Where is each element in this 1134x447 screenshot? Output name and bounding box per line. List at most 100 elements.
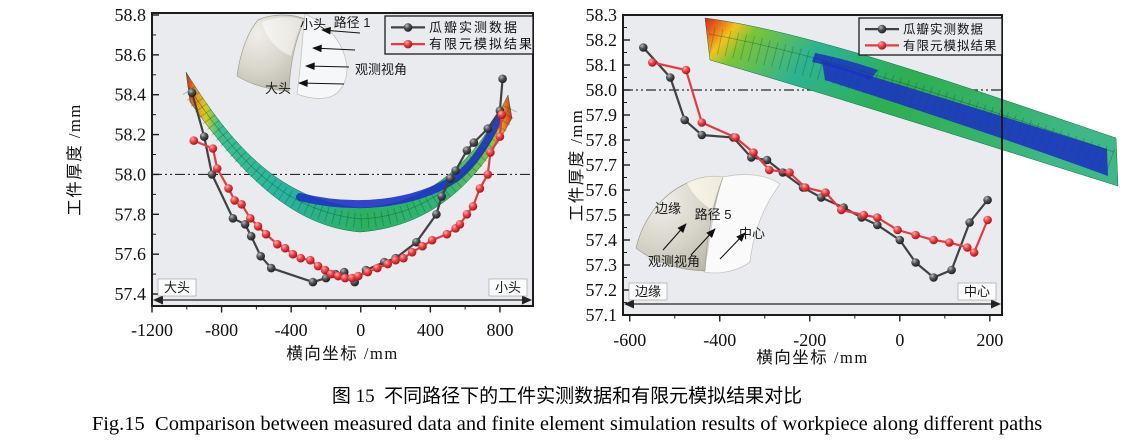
endpoint-label-left: 大头 [164,280,190,295]
endpoint-label-right: 小头 [495,280,521,295]
x-tick-label: 400 [417,320,444,340]
workpiece-inset: 小头 路径 1 大头 观测视角 [236,13,407,99]
data-point-marker [266,263,276,273]
contour-band-edge-line [187,85,511,220]
data-point-marker [412,237,421,247]
data-point-marker [261,229,271,239]
data-point-marker [432,210,441,219]
y-tick-label: 58.8 [115,5,147,25]
y-tick-label: 58.1 [586,55,618,75]
data-point-marker [765,165,774,175]
data-point-marker [983,195,992,205]
arrow-icon [321,26,361,35]
data-point-marker [965,218,974,227]
data-point-marker [911,258,920,267]
data-point-marker [246,231,256,241]
data-point-marker [256,251,266,261]
data-point-marker [253,222,263,231]
data-point-marker [475,184,485,193]
x-tick-label: -1200 [131,320,173,340]
data-point-marker [407,247,417,257]
x-tick-label: -200 [793,330,826,350]
y-tick-label: 57.1 [586,305,618,325]
data-point-marker [895,235,905,245]
plot-border [151,12,534,307]
data-point-marker [280,243,290,253]
data-point-marker [929,235,938,245]
inset-label-big-end: 大头 [265,81,291,96]
data-point-marker [495,132,505,141]
data-point-marker [462,210,472,219]
path-direction-arrows [662,223,746,260]
path5-comparison-chart: -600 -400 -200 0 200 57.1 57.2 57.3 57.4 57.5 57.6… [567,5,1119,367]
x-tick-label: 0 [356,320,365,340]
data-point-marker [340,273,350,283]
data-point-marker [947,265,956,275]
data-point-marker [446,174,455,183]
contour-band-blue-zone [296,115,502,209]
data-point-marker [468,202,478,211]
data-point-marker [762,155,772,165]
y-tick-label: 58.2 [586,30,618,50]
y-tick-label: 57.8 [586,130,618,150]
path-direction-arrows [298,26,361,88]
data-point-marker [469,138,479,147]
data-point-marker [483,124,493,133]
data-point-marker [697,130,707,140]
y-tick-label: 57.9 [586,105,618,125]
data-point-marker [273,239,282,249]
span-arrow: 大头 小头 [153,278,532,305]
path1-comparison-chart: -1200 -800 -400 0 400 800 57.4 57.6 57.8 58.0 58.2… [65,5,534,363]
data-point-marker [963,243,972,252]
y-tick-label: 58.4 [115,85,147,105]
data-point-marker [308,277,318,287]
arrow-icon [719,232,746,260]
caption-english: Fig.15 Comparison between measured data … [91,413,1043,435]
data-point-marker [437,192,447,201]
x-tick-label: -800 [205,320,238,340]
legend-marker-icon [403,23,413,32]
axis-ticks: -1200 -800 -400 0 400 800 57.4 57.6 57.8 58.0 58.2… [115,5,514,340]
data-point-marker [486,148,495,157]
caption-chinese: 图 15 不同路径下的工件实测数据和有限元模拟结果对比 [331,386,803,407]
data-point-marker [945,238,954,247]
inset-label-center: 中心 [739,226,765,241]
plot-border [622,14,1003,316]
data-point-marker [208,144,218,153]
data-point-marker [373,263,382,273]
workpiece-highlight [262,17,303,56]
data-point-marker [929,273,938,282]
data-point-marker [288,249,298,259]
arrow-icon [312,44,356,53]
data-point-marker [418,241,427,251]
arrow-icon [690,228,716,256]
data-point-marker [497,110,507,119]
y-tick-label: 58.0 [115,164,147,184]
data-point-marker [681,65,691,75]
contour-band-blue-zone [822,61,1108,176]
data-point-marker [801,183,810,192]
data-point-marker [648,58,657,67]
data-point-marker [442,229,452,239]
data-point-marker [893,225,902,235]
legend-label-simulated: 有限元模拟结果 [429,37,534,52]
data-point-marker [639,43,648,52]
data-point-marker [399,253,408,263]
legend-marker-icon [877,41,887,50]
x-tick-label: -400 [275,320,308,340]
fem-contour-band [182,71,517,233]
legend-label-measured: 瓜瓣实测数据 [429,20,519,35]
data-point-marker [353,271,363,281]
x-tick-label: 200 [976,330,1003,350]
x-axis-title: 横向坐标 /mm [286,344,398,363]
y-tick-label: 57.5 [586,205,618,225]
data-point-marker [313,261,323,271]
y-tick-label: 57.4 [586,230,618,250]
workpiece-highlight [687,176,723,210]
x-tick-label: -400 [703,330,736,350]
endpoint-label-right: 中心 [964,284,990,299]
data-point-marker [199,132,209,141]
